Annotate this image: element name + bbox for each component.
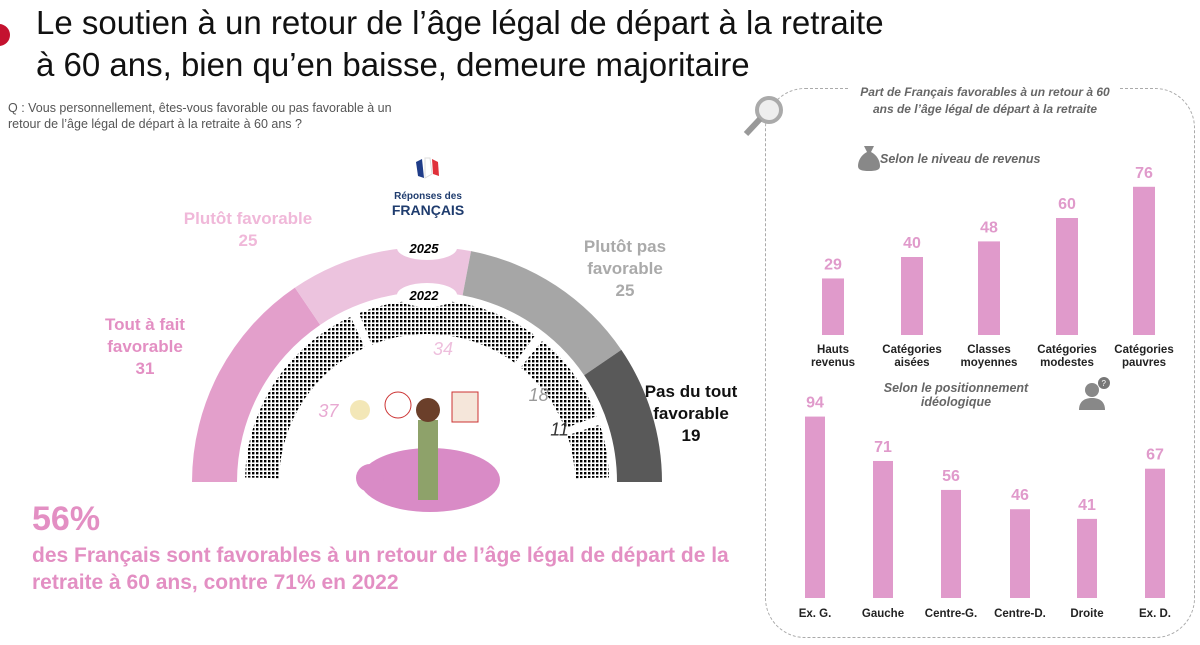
year-label-2022: 2022 (409, 288, 440, 303)
panel-title: Part de Français favorables à un retour … (850, 84, 1120, 118)
title-line-2: à 60 ans, bien qu’en baisse, demeure maj… (36, 46, 750, 83)
section-ideology-title: Selon le positionnement idéologique (883, 381, 1029, 409)
bar-value-label: 48 (980, 219, 998, 236)
bar-value-label: 67 (1146, 447, 1164, 464)
category-label: Ex. G. (798, 608, 832, 620)
year-badge (397, 283, 457, 307)
year-badge (397, 236, 457, 260)
category-label: Catégories pauvres (1114, 344, 1174, 369)
title-line-1: Le soutien à un retour de l’âge légal de… (36, 4, 884, 41)
value-2022: 34 (433, 339, 453, 359)
segment-1 (358, 300, 535, 363)
bar-value-label: 94 (806, 395, 824, 412)
piggy-bank-illustration (340, 380, 520, 520)
label-plutot-pas-favorable: Plutôt pas favorable 25 (570, 236, 680, 302)
segment-0 (245, 316, 365, 479)
money-bag-icon (856, 142, 882, 172)
category-label: Gauche (861, 608, 905, 620)
bar-value-label: 60 (1058, 196, 1076, 213)
bar-value-label: 46 (1011, 487, 1029, 504)
segment-0 (192, 287, 321, 482)
cat-name: Pas du tout favorable (644, 382, 738, 423)
brand-dot-icon (0, 24, 10, 46)
bar (941, 489, 961, 598)
headline-value: 56% (32, 500, 101, 538)
question-text: Q : Vous personnellement, êtes-vous favo… (8, 101, 392, 131)
segment-2 (520, 341, 597, 429)
segment-3 (567, 424, 609, 479)
value-2022: 18 (529, 385, 549, 405)
label-plutot-favorable: Plutôt favorable 25 (168, 208, 328, 252)
category-label: Hauts revenus (810, 344, 856, 369)
bar-value-label: 40 (903, 235, 921, 252)
segment-3 (584, 349, 662, 482)
category-label: Catégories modestes (1037, 344, 1097, 369)
bar (1077, 518, 1097, 598)
section-income-title: Selon le niveau de revenus (880, 152, 1041, 166)
bar (1010, 509, 1030, 598)
bar (1133, 186, 1155, 335)
bar (822, 278, 844, 335)
bar-value-label: 71 (874, 439, 892, 456)
respondents-line1: Réponses des (394, 191, 462, 202)
cat-value: 31 (135, 359, 155, 378)
svg-text:?: ? (1102, 379, 1107, 388)
category-label: Droite (1070, 608, 1104, 620)
bar-value-label: 41 (1078, 497, 1096, 514)
france-map-icon (412, 156, 442, 182)
bar (805, 416, 825, 598)
value-2022: 37 (318, 401, 339, 421)
bar-value-label: 56 (942, 468, 960, 485)
cat-value: 25 (238, 231, 258, 250)
year-label-2025: 2025 (409, 241, 440, 256)
label-pas-du-tout-favorable: Pas du tout favorable 19 (636, 381, 746, 447)
category-label: Ex. D. (1139, 608, 1171, 620)
headline-text: des Français sont favorables à un retour… (32, 544, 729, 594)
bar (978, 241, 1000, 335)
respondents-label: Réponses des FRANÇAIS (380, 191, 476, 218)
cat-name: Plutôt pas favorable (583, 237, 667, 278)
respondents-line2: FRANÇAIS (391, 202, 465, 218)
segment-1 (294, 246, 472, 325)
value-2022: 11 (550, 420, 569, 440)
category-label: Centre-D. (994, 608, 1046, 620)
cat-value: 19 (681, 426, 701, 445)
bar (1056, 218, 1078, 335)
label-tout-a-fait-favorable: Tout à fait favorable 31 (80, 314, 210, 380)
bar (901, 257, 923, 335)
cat-name: Plutôt favorable (183, 209, 313, 228)
cat-value: 25 (615, 281, 635, 300)
segment-2 (462, 251, 622, 376)
category-label: Classes moyennes (960, 344, 1018, 369)
person-question-icon: ? (1076, 376, 1112, 412)
category-label: Centre-G. (924, 608, 978, 620)
category-label: Catégories aisées (882, 344, 942, 369)
bar (873, 460, 893, 598)
page-title: Le soutien à un retour de l’âge légal de… (36, 2, 884, 86)
bar (1145, 468, 1165, 598)
bar-value-label: 29 (824, 256, 842, 273)
bar-value-label: 76 (1135, 165, 1153, 182)
magnifier-icon (742, 94, 786, 138)
cat-name: Tout à fait favorable (105, 315, 185, 356)
